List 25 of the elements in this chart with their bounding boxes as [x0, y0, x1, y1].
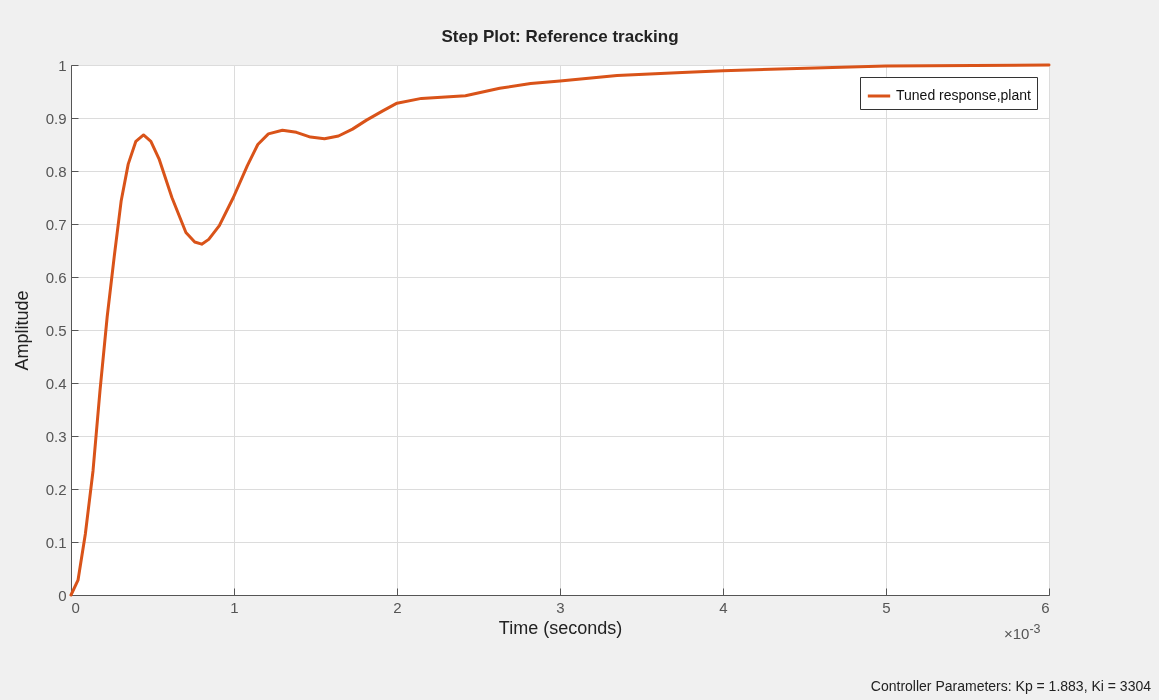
y-tick-label: 0.2: [45, 480, 67, 498]
line-series: [69, 63, 1051, 597]
x-tick-label: 4: [719, 598, 728, 616]
y-tick-label: 0.3: [45, 427, 67, 445]
y-tick-label: 0: [58, 586, 67, 604]
y-tick-label: 0.5: [45, 321, 67, 339]
x-tick-label: 6: [1041, 598, 1050, 616]
y-tick-label: 0.8: [45, 162, 67, 180]
x-tick-label: 3: [556, 598, 565, 616]
y-tick-label: 0.7: [45, 215, 67, 233]
x-tick-label: 0: [71, 598, 80, 616]
text: ×10$^{-3}$: [1004, 622, 1041, 642]
y-tick-label: 0.6: [45, 268, 67, 286]
y-tick-label: 0.1: [45, 533, 67, 551]
chart-title: Step Plot: Reference tracking: [441, 27, 679, 46]
legend-label: Tuned response,plant: [896, 87, 1032, 103]
x-axis-title: Time (seconds): [498, 617, 623, 638]
y-tick-label: 0.4: [45, 374, 67, 392]
x-tick-label: 2: [393, 598, 402, 616]
y-tick-label: 0.9: [45, 109, 67, 127]
text: Controller Parameters: Kp = 1.883, Ki = 3304: [870, 678, 1151, 694]
y-axis-title: Amplitude: [11, 290, 32, 371]
x-tick-label: 1: [230, 598, 239, 616]
x-tick-label: 5: [882, 598, 891, 616]
y-tick-label: 1: [58, 56, 67, 74]
